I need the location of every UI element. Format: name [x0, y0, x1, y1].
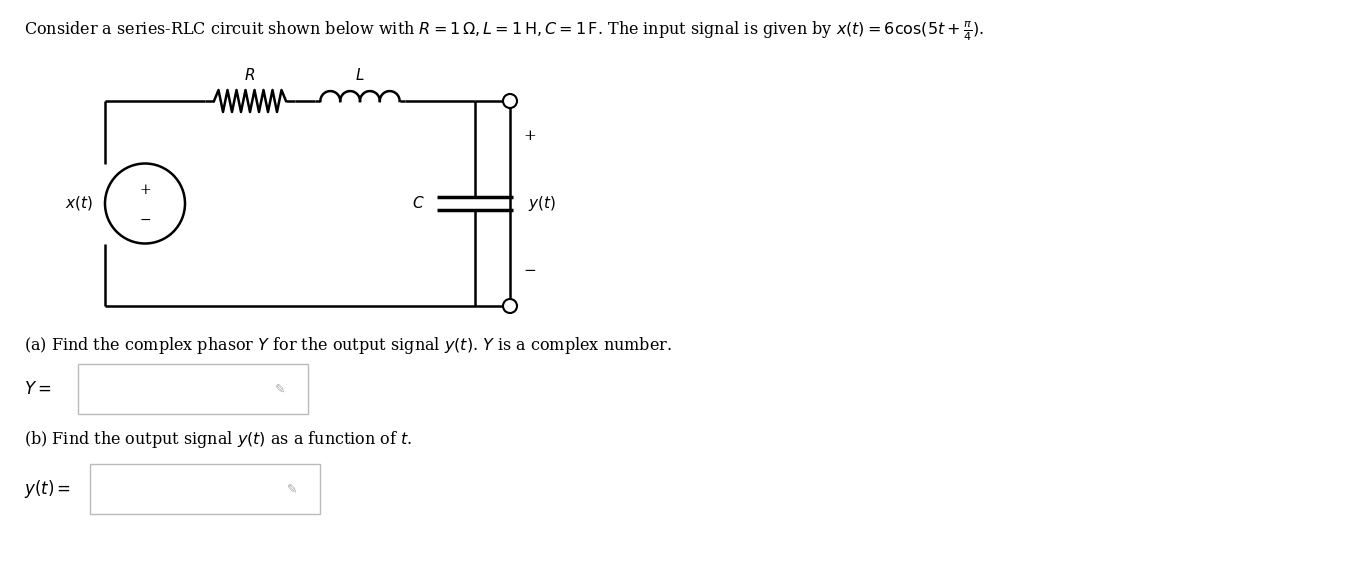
- Text: $y(t)$: $y(t)$: [529, 194, 556, 213]
- Text: ✎: ✎: [287, 482, 297, 495]
- FancyBboxPatch shape: [78, 364, 308, 414]
- Text: $L$: $L$: [356, 67, 365, 83]
- Circle shape: [503, 94, 516, 108]
- Circle shape: [503, 299, 516, 313]
- FancyBboxPatch shape: [91, 464, 320, 514]
- Text: (a) Find the complex phasor $Y$ for the output signal $y(t)$. $Y$ is a complex n: (a) Find the complex phasor $Y$ for the …: [24, 335, 672, 356]
- Text: ✎: ✎: [274, 383, 285, 396]
- Text: $R$: $R$: [245, 67, 256, 83]
- Text: (b) Find the output signal $y(t)$ as a function of $t$.: (b) Find the output signal $y(t)$ as a f…: [24, 429, 412, 449]
- Text: −: −: [523, 264, 537, 278]
- Text: −: −: [139, 213, 151, 227]
- Text: $C$: $C$: [412, 195, 425, 211]
- Text: $Y = $: $Y = $: [24, 380, 51, 398]
- Text: $x(t)$: $x(t)$: [65, 195, 93, 213]
- Text: +: +: [523, 129, 537, 143]
- Text: Consider a series-RLC circuit shown below with $R = 1\,\Omega, L = 1\,\mathrm{H}: Consider a series-RLC circuit shown belo…: [24, 19, 984, 43]
- Text: +: +: [139, 182, 151, 196]
- Text: $y(t) = $: $y(t) = $: [24, 478, 72, 500]
